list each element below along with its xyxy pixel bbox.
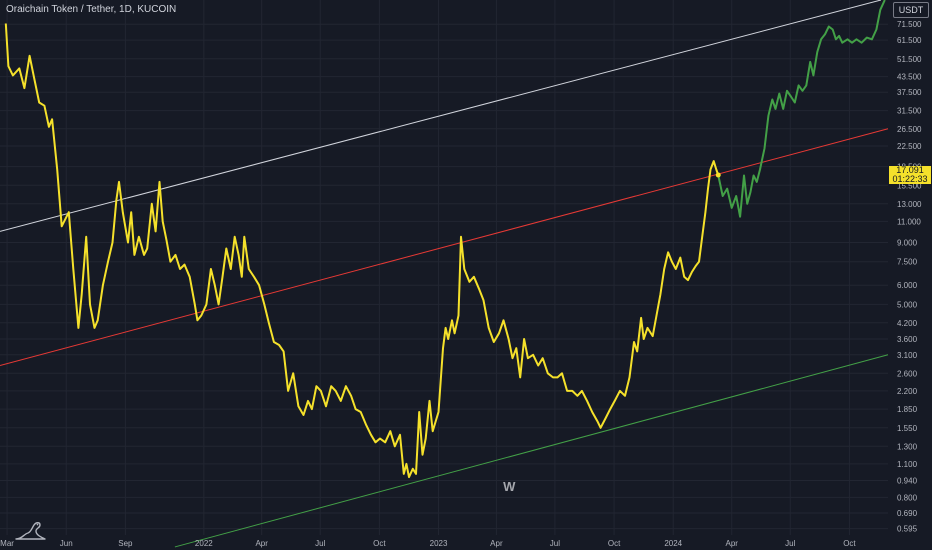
y-tick-label: 31.500 xyxy=(897,107,922,116)
y-tick-label: 26.500 xyxy=(897,125,922,134)
chart-annotations: W xyxy=(503,479,516,494)
y-tick-label: 71.500 xyxy=(897,20,922,29)
current-price-value: 17.091 xyxy=(896,165,924,175)
x-tick-label: Apr xyxy=(726,539,739,548)
time-axis[interactable]: Mar Jun Sep 2022 Apr Jul Oct 2023 Apr Jul Oct 2024 A… xyxy=(0,539,856,548)
grid-lines xyxy=(0,0,888,535)
y-tick-label: 2.600 xyxy=(897,369,918,378)
price-line xyxy=(717,0,886,218)
y-tick-label: 1.100 xyxy=(897,460,918,469)
symbol-title: Oraichain Token / Tether, 1D, KUCOIN xyxy=(6,4,177,15)
price-axis[interactable]: 71.500 61.500 51.500 43.500 37.500 31.500 26.5… xyxy=(897,20,922,533)
y-tick-label: 6.000 xyxy=(897,281,918,290)
trend-line[interactable] xyxy=(0,0,882,232)
y-tick-label: 51.500 xyxy=(897,55,922,64)
trend-line[interactable] xyxy=(174,354,889,548)
x-tick-label: 2024 xyxy=(664,539,682,548)
x-tick-label: Apr xyxy=(255,539,268,548)
channel-trend-lines[interactable] xyxy=(0,0,889,548)
y-tick-label: 13.000 xyxy=(897,200,922,209)
x-tick-label: Mar xyxy=(0,539,14,548)
y-tick-label: 43.500 xyxy=(897,73,922,82)
x-tick-label: Oct xyxy=(373,539,386,548)
annotation-label: W xyxy=(503,479,516,494)
y-tick-label: 1.300 xyxy=(897,442,918,451)
x-tick-label: 2023 xyxy=(430,539,448,548)
y-tick-label: 0.800 xyxy=(897,493,918,502)
y-tick-label: 2.200 xyxy=(897,387,918,396)
x-tick-label: 2022 xyxy=(195,539,213,548)
y-tick-label: 61.500 xyxy=(897,36,922,45)
x-tick-label: Jul xyxy=(550,539,560,548)
y-tick-label: 3.100 xyxy=(897,351,918,360)
x-tick-label: Apr xyxy=(490,539,503,548)
y-tick-label: 0.595 xyxy=(897,525,918,534)
price-line xyxy=(4,23,720,479)
tradingview-dino-icon[interactable] xyxy=(14,520,48,542)
x-tick-label: Jul xyxy=(785,539,795,548)
y-tick-label: 9.000 xyxy=(897,239,918,248)
y-tick-label: 1.850 xyxy=(897,405,918,414)
currency-badge[interactable]: USDT xyxy=(893,2,929,18)
y-tick-label: 4.200 xyxy=(897,319,918,328)
x-tick-label: Jul xyxy=(315,539,325,548)
current-price-dot xyxy=(715,172,721,178)
y-tick-label: 7.500 xyxy=(897,258,918,267)
y-tick-label: 0.940 xyxy=(897,476,918,485)
y-tick-label: 3.600 xyxy=(897,335,918,344)
current-price-label: 17.091 01:22:33 xyxy=(889,166,931,184)
y-tick-label: 1.550 xyxy=(897,424,918,433)
y-tick-label: 5.000 xyxy=(897,300,918,309)
x-tick-label: Sep xyxy=(118,539,133,548)
y-tick-label: 37.500 xyxy=(897,88,922,97)
y-tick-label: 0.690 xyxy=(897,509,918,518)
price-series xyxy=(4,0,886,479)
x-tick-label: Oct xyxy=(608,539,621,548)
y-tick-label: 11.000 xyxy=(897,217,921,226)
y-tick-label: 15.500 xyxy=(897,181,922,190)
y-tick-label: 22.500 xyxy=(897,142,922,151)
x-tick-label: Jun xyxy=(60,539,73,548)
bar-countdown: 01:22:33 xyxy=(892,174,928,184)
x-tick-label: Oct xyxy=(843,539,856,548)
trend-line[interactable] xyxy=(0,128,889,366)
